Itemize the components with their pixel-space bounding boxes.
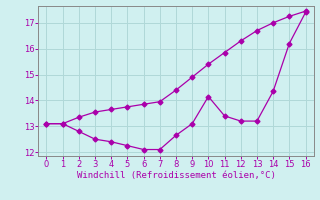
X-axis label: Windchill (Refroidissement éolien,°C): Windchill (Refroidissement éolien,°C) (76, 171, 276, 180)
